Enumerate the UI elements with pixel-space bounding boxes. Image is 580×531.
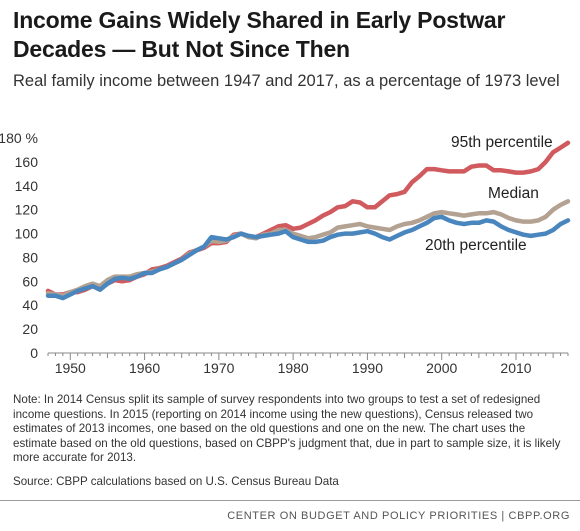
chart-lines	[45, 140, 571, 301]
x-tick-label: 2000	[426, 360, 457, 376]
footer-divider	[0, 500, 580, 501]
series-label-20th: 20th percentile	[425, 237, 527, 254]
series-labels: 95th percentile Median 20th percentile	[425, 134, 553, 254]
y-tick-label: 40	[22, 297, 38, 313]
chart-axes: 0 20 40 60 80 100 120 140 160 180 % 1950 1960 1970 19…	[0, 130, 569, 376]
line-chart: 0 20 40 60 80 100 120 140 160 180 % 1950 1960 1970 19…	[0, 130, 571, 376]
chart-title: Income Gains Widely Shared in Early Post…	[13, 7, 506, 62]
y-tick-label: 0	[30, 345, 38, 361]
chart-subtitle: Real family income between 1947 and 2017…	[13, 72, 560, 90]
y-tick-label: 20	[22, 321, 38, 337]
series-line-20th-percentile	[45, 214, 571, 301]
y-tick-label: 60	[22, 273, 38, 289]
y-tick-label: 180 %	[0, 130, 38, 146]
x-tick-label: 2010	[500, 360, 531, 376]
chart-note: Note: In 2014 Census split its sample of…	[13, 393, 561, 464]
series-label-median: Median	[488, 185, 539, 202]
x-tick-label: 1980	[278, 360, 309, 376]
x-tick-label: 1990	[352, 360, 383, 376]
y-tick-label: 160	[15, 154, 39, 170]
y-tick-label: 100	[15, 226, 39, 242]
y-tick-label: 140	[15, 178, 39, 194]
x-tick-label: 1970	[203, 360, 234, 376]
y-tick-label: 120	[15, 202, 39, 218]
x-tick-label: 1950	[55, 360, 86, 376]
chart-source: Source: CBPP calculations based on U.S. …	[13, 475, 339, 488]
series-label-95th: 95th percentile	[451, 134, 553, 151]
series-line-median	[45, 199, 571, 298]
x-tick-label: 1960	[129, 360, 160, 376]
footer-credit: CENTER ON BUDGET AND POLICY PRIORITIES |…	[227, 510, 570, 522]
y-tick-label: 80	[22, 249, 38, 265]
series-line-95th-percentile	[45, 140, 571, 297]
